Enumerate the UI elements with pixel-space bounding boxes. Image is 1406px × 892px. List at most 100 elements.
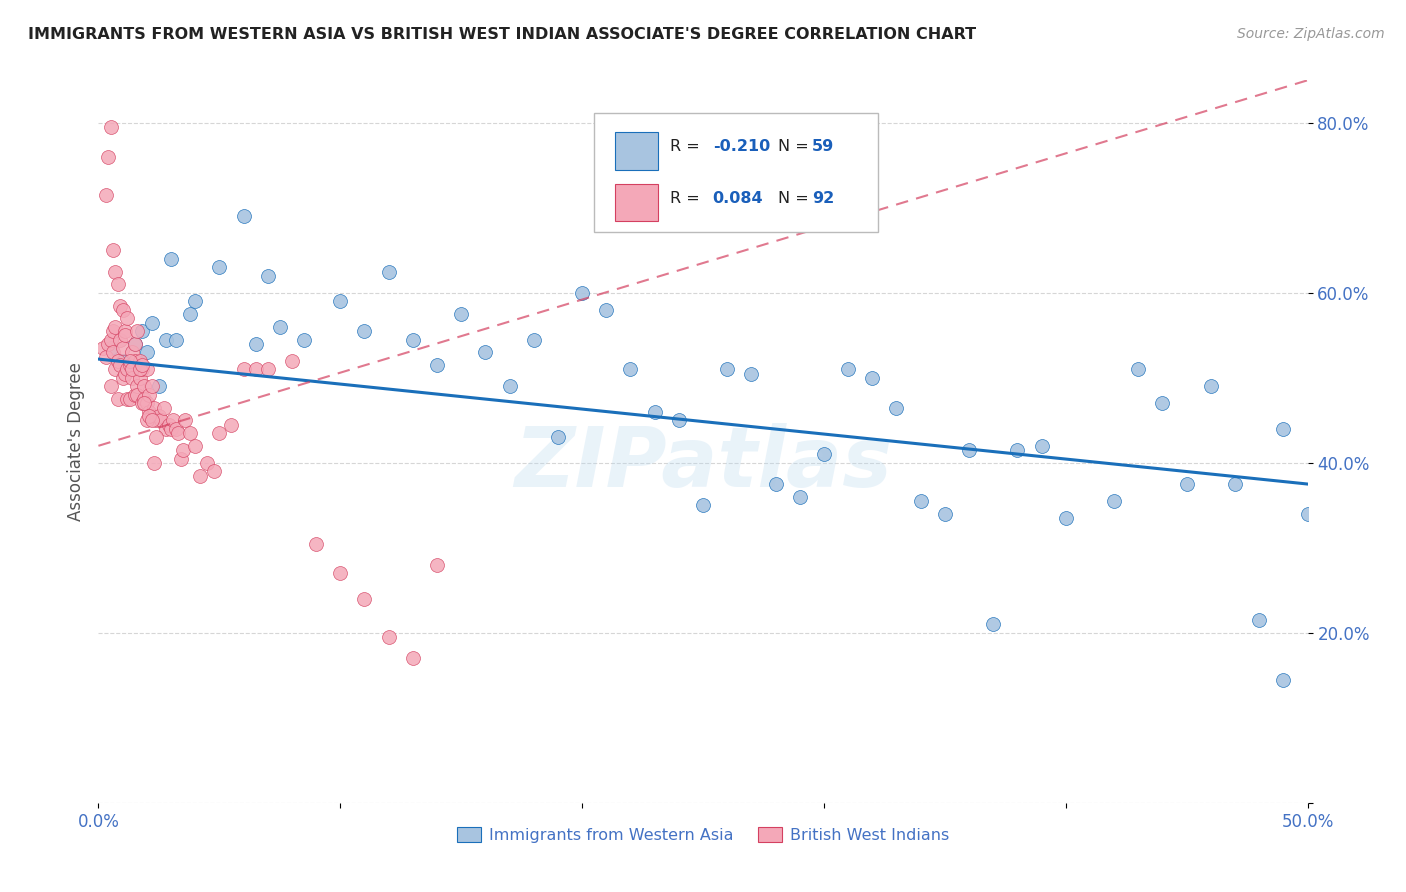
Point (169, 451, 191, 466)
Point (1007, 443, 1029, 458)
Point (121, 371, 143, 385)
Point (114, 367, 136, 381)
Point (740, 367, 762, 381)
Text: R =: R = (671, 139, 706, 154)
Point (232, 362, 254, 376)
Point (128, 353, 150, 368)
Point (118, 392, 141, 406)
Point (104, 319, 127, 334)
Point (160, 252, 183, 266)
Point (134, 392, 156, 406)
Point (184, 294, 207, 309)
Point (619, 362, 641, 376)
Point (1199, 379, 1222, 393)
Point (860, 371, 883, 385)
Point (523, 333, 546, 347)
Point (221, 417, 243, 432)
Point (135, 345, 157, 359)
Point (292, 333, 315, 347)
Point (402, 333, 425, 347)
Point (148, 379, 170, 393)
Point (329, 294, 352, 309)
Point (148, 409, 170, 423)
Point (474, 345, 496, 359)
Point (837, 362, 859, 376)
Point (100, 379, 122, 393)
Point (426, 558, 449, 572)
Point (1223, 477, 1246, 491)
Bar (614, 132, 658, 169)
Point (571, 285, 593, 300)
Point (167, 425, 190, 440)
Point (644, 405, 666, 419)
Point (692, 498, 714, 512)
Point (128, 362, 150, 376)
Point (104, 264, 127, 278)
Y-axis label: Associate's Degree: Associate's Degree (66, 362, 84, 521)
Point (426, 358, 449, 372)
Point (150, 413, 173, 427)
Text: 92: 92 (811, 191, 834, 206)
Point (886, 401, 908, 415)
Point (165, 333, 187, 347)
Point (111, 341, 134, 355)
Point (910, 494, 932, 508)
Point (1102, 494, 1125, 508)
Point (165, 422, 187, 436)
Point (114, 324, 136, 338)
Point (1296, 507, 1319, 521)
Point (135, 396, 157, 410)
Point (138, 405, 160, 419)
Point (124, 388, 146, 402)
Point (208, 425, 231, 440)
Bar (614, 184, 658, 221)
Point (97, 150, 120, 164)
Point (305, 536, 328, 550)
Point (957, 443, 980, 458)
Point (245, 362, 267, 376)
Point (117, 362, 139, 376)
Point (141, 316, 163, 330)
Point (155, 333, 177, 347)
Point (124, 336, 146, 351)
Point (789, 490, 811, 504)
Point (1152, 396, 1174, 410)
Point (245, 336, 267, 351)
Point (111, 302, 134, 317)
Point (107, 353, 129, 368)
Point (174, 413, 197, 427)
Point (108, 333, 131, 347)
FancyBboxPatch shape (595, 112, 879, 232)
Point (138, 409, 160, 423)
Text: IMMIGRANTS FROM WESTERN ASIA VS BRITISH WEST INDIAN ASSOCIATE'S DEGREE CORRELATI: IMMIGRANTS FROM WESTERN ASIA VS BRITISH … (28, 27, 976, 42)
Point (402, 651, 425, 665)
Point (981, 617, 1004, 632)
Point (1054, 511, 1077, 525)
Point (281, 353, 304, 368)
Point (377, 630, 399, 644)
Point (107, 392, 129, 406)
Point (450, 307, 472, 321)
Point (108, 299, 131, 313)
Point (188, 468, 211, 483)
Point (765, 477, 787, 491)
Point (127, 388, 149, 402)
Point (141, 379, 163, 393)
Point (121, 345, 143, 359)
Point (172, 443, 194, 458)
Point (128, 371, 150, 385)
Point (111, 353, 134, 368)
Point (94, 188, 117, 202)
Point (143, 401, 166, 415)
Point (1272, 422, 1295, 436)
Point (498, 379, 520, 393)
Text: ZIPatlas: ZIPatlas (515, 423, 891, 504)
Point (118, 358, 141, 372)
Point (118, 353, 141, 368)
Point (1249, 613, 1271, 627)
Point (145, 413, 167, 427)
Point (121, 362, 143, 376)
Text: 0.084: 0.084 (713, 191, 763, 206)
Point (141, 409, 163, 423)
Point (208, 260, 231, 275)
